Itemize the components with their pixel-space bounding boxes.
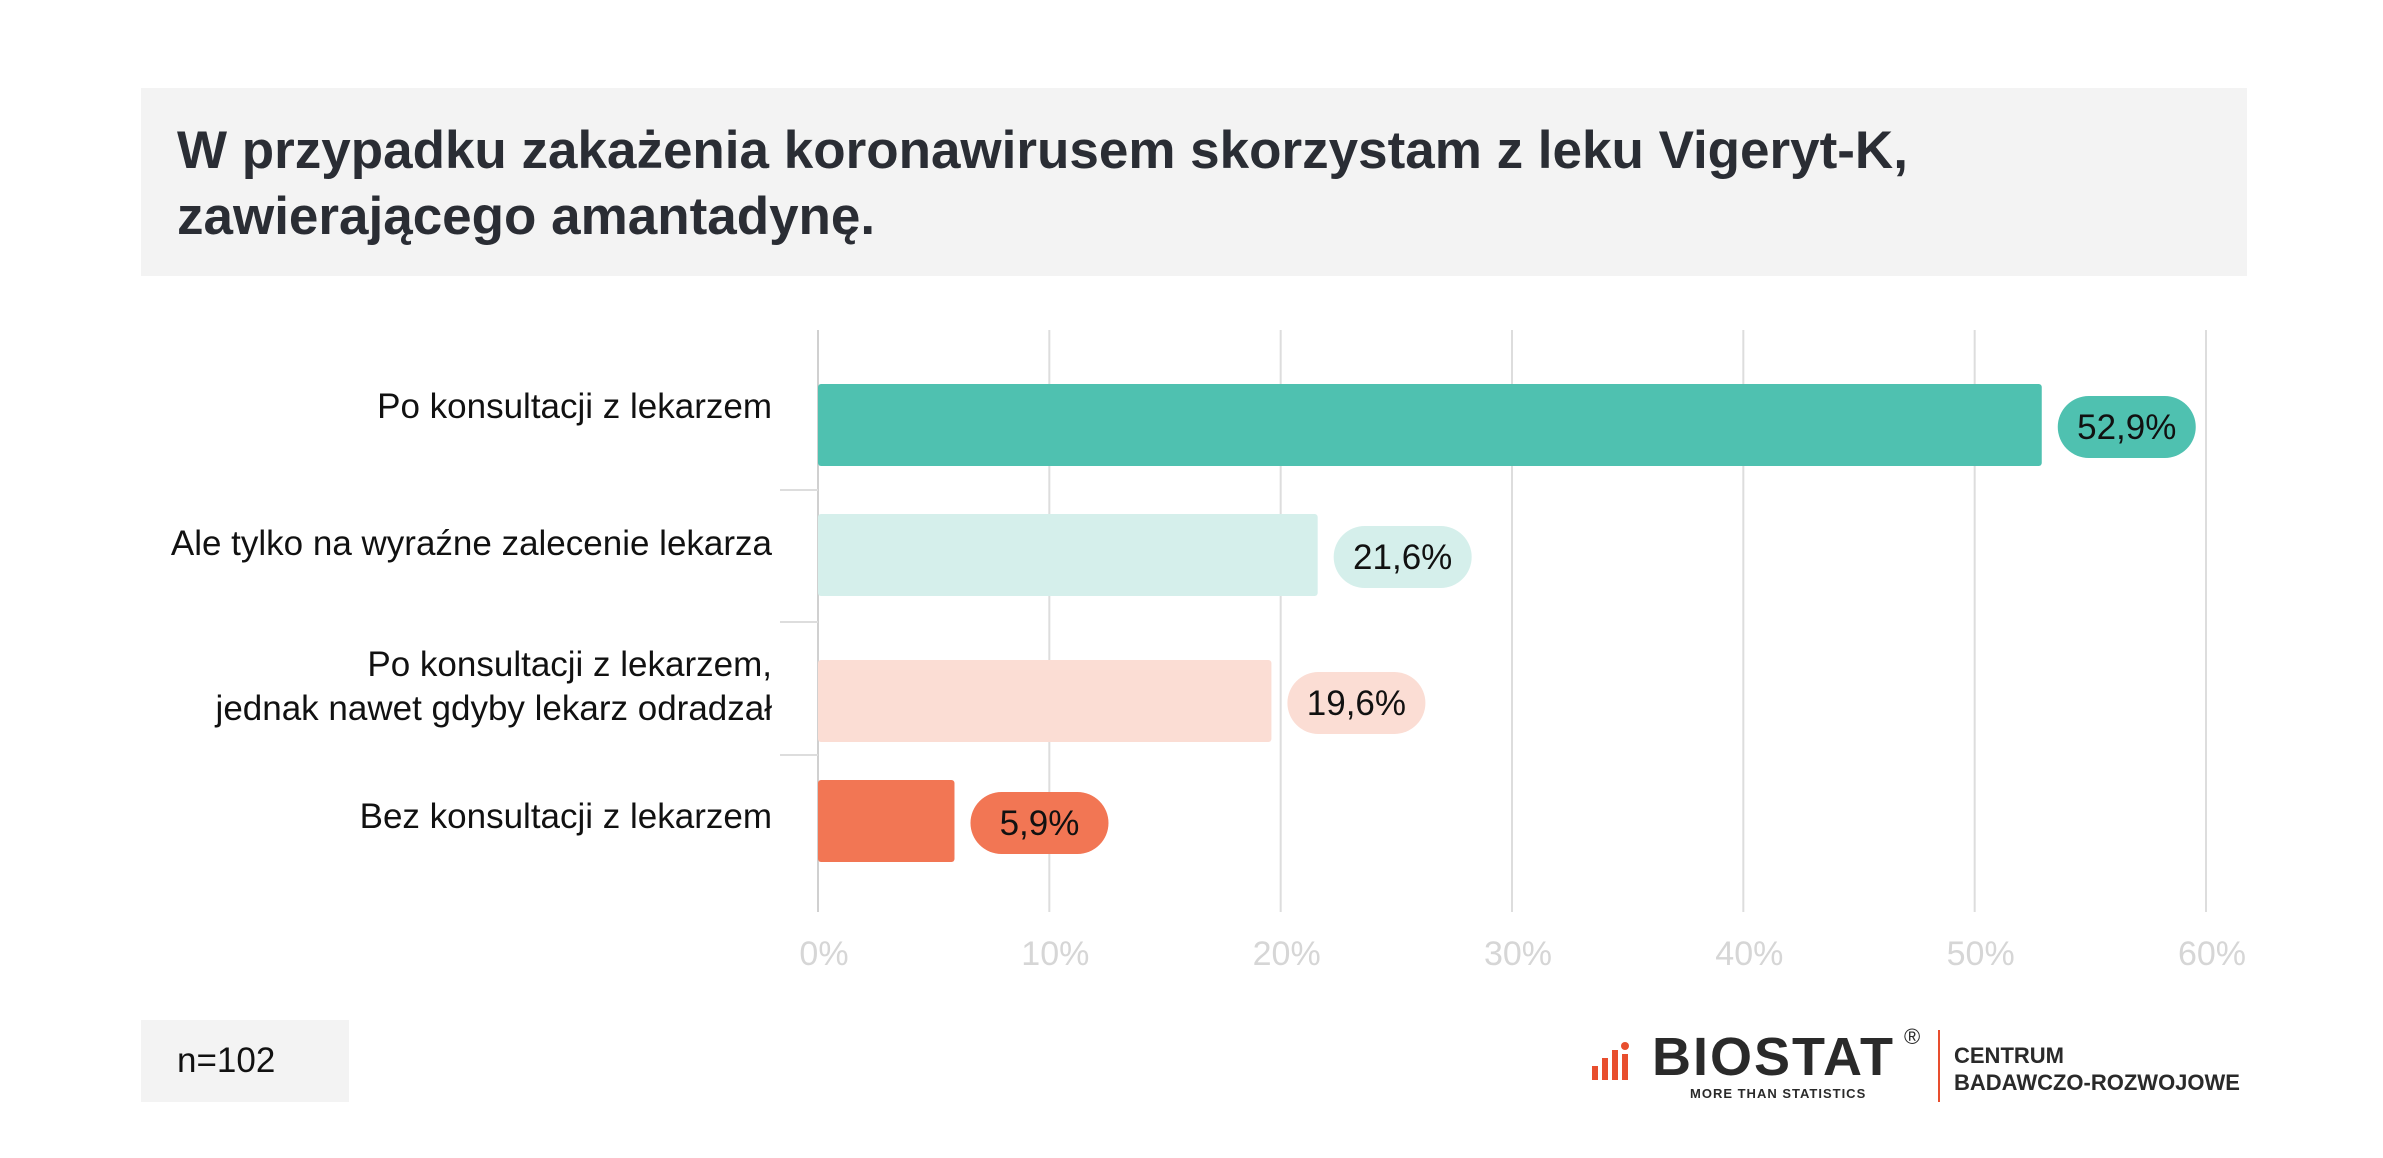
logo-brand: BIOSTAT — [1652, 1027, 1895, 1087]
chart-title-line2: zawierającego amantadynę. — [177, 187, 876, 246]
x-tick-label: 40% — [1715, 935, 1783, 973]
value-label: 21,6% — [1353, 538, 1452, 577]
chart-title-line1: W przypadku zakażenia koronawirusem skor… — [177, 121, 1908, 180]
category-label: jednak nawet gdyby lekarz odradzał — [215, 689, 773, 728]
value-badge — [2057, 396, 2196, 458]
category-label: Ale tylko na wyraźne zalecenie lekarza — [171, 524, 773, 563]
logo-separator — [1938, 1030, 1940, 1102]
value-label: 5,9% — [1000, 804, 1080, 843]
bar — [818, 384, 2042, 466]
bar — [818, 660, 1272, 742]
bar-chart: 0% 10% 20% 30% 40% 50% 60% Po konsultacji z lek… — [171, 330, 2246, 973]
org-name: CENTRUM BADAWCZO-ROZWOJOWE — [1954, 1042, 2240, 1096]
logo-tagline: MORE THAN STATISTICS — [1690, 1086, 1867, 1101]
x-tick-label: 60% — [2178, 935, 2246, 973]
x-tick-label: 30% — [1484, 935, 1552, 973]
value-badge — [1287, 672, 1426, 734]
x-tick-label: 20% — [1253, 935, 1321, 973]
value-label: 19,6% — [1307, 684, 1406, 723]
bar — [818, 514, 1318, 596]
category-label: Bez konsultacji z lekarzem — [360, 797, 772, 836]
x-tick-label: 0% — [799, 935, 848, 973]
org-line1: CENTRUM — [1954, 1043, 2064, 1068]
sample-size: n=102 — [141, 1020, 349, 1102]
x-tick-label: 10% — [1021, 935, 1089, 973]
logo-registered: ® — [1904, 1024, 1921, 1049]
x-tick-label: 50% — [1947, 935, 2015, 973]
biostat-bars-icon — [1592, 1042, 1629, 1080]
value-label: 52,9% — [2077, 408, 2176, 447]
biostat-logo: BIOSTAT ® MORE THAN STATISTICS CENTRUM B… — [1592, 1024, 2252, 1110]
value-badge — [1333, 526, 1472, 588]
bar — [818, 780, 955, 862]
category-label: Po konsultacji z lekarzem, — [367, 645, 772, 684]
org-line2: BADAWCZO-ROZWOJOWE — [1954, 1070, 2240, 1095]
category-label: Po konsultacji z lekarzem — [377, 387, 772, 426]
value-badge — [970, 792, 1109, 854]
title-box: W przypadku zakażenia koronawirusem skor… — [141, 88, 2247, 276]
